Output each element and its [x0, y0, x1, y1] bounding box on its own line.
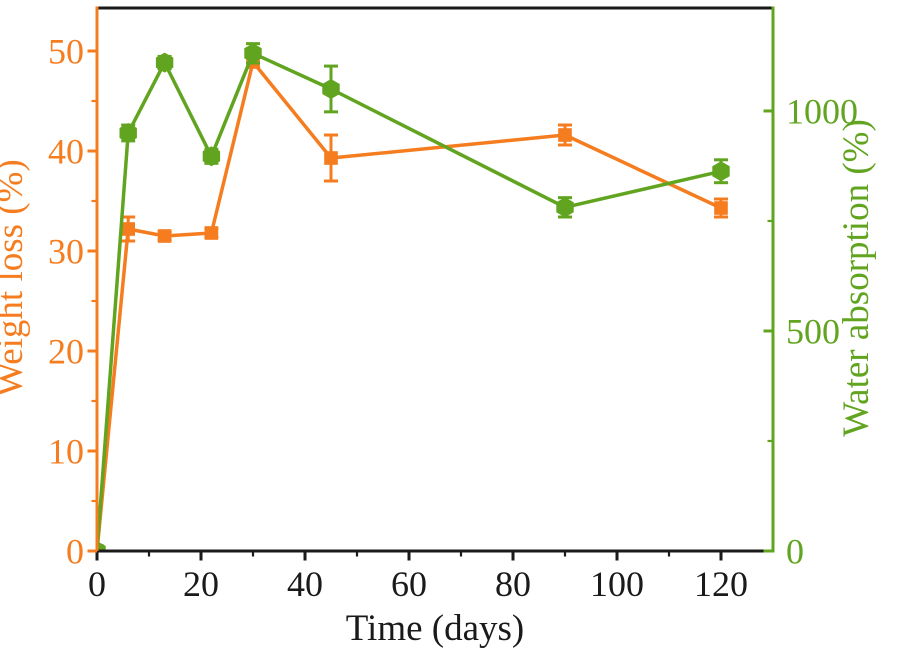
data-point-square	[157, 229, 172, 243]
left-axis-title: Weight loss (%)	[0, 159, 31, 396]
left-tick-label: 50	[48, 32, 84, 72]
data-point-hexagon	[202, 146, 221, 167]
data-point-hexagon	[556, 197, 574, 218]
right-tick-label: 0	[786, 532, 804, 572]
plot-frame	[95, 6, 775, 553]
right-axis-title: Water absorption (%)	[836, 119, 877, 437]
data-point-square	[558, 128, 572, 142]
data-point-hexagon	[322, 79, 340, 99]
data-point-hexagon	[244, 43, 262, 64]
x-tick-label: 100	[590, 564, 644, 604]
x-axis-title: Time (days)	[346, 608, 525, 649]
x-tick-label: 80	[495, 564, 531, 604]
x-tick-label: 120	[694, 564, 748, 604]
series-line-water-absorption	[97, 51, 722, 551]
x-tick-label: 60	[391, 564, 427, 604]
series-line-weight-loss	[97, 60, 722, 551]
data-point-hexagon	[712, 161, 730, 182]
left-tick-label: 40	[48, 132, 84, 172]
data-point-hexagon	[155, 52, 174, 73]
left-tick-label: 20	[48, 332, 84, 372]
left-tick-label: 0	[66, 532, 84, 572]
data-point-hexagon	[119, 123, 137, 143]
x-tick-label: 0	[88, 564, 106, 604]
series-water-absorption	[97, 42, 730, 551]
data-point-square	[121, 222, 135, 236]
right-tick-label: 1000	[786, 92, 858, 132]
data-point-hexagon	[97, 541, 106, 551]
x-tick-label: 40	[287, 564, 323, 604]
right-tick-label: 500	[786, 312, 840, 352]
data-point-square	[324, 151, 338, 165]
left-tick-label: 30	[48, 232, 84, 272]
data-point-square	[204, 226, 219, 240]
data-point-square	[714, 201, 728, 215]
left-tick-label: 10	[48, 432, 84, 472]
x-tick-label: 20	[183, 564, 219, 604]
series-weight-loss	[97, 55, 728, 551]
